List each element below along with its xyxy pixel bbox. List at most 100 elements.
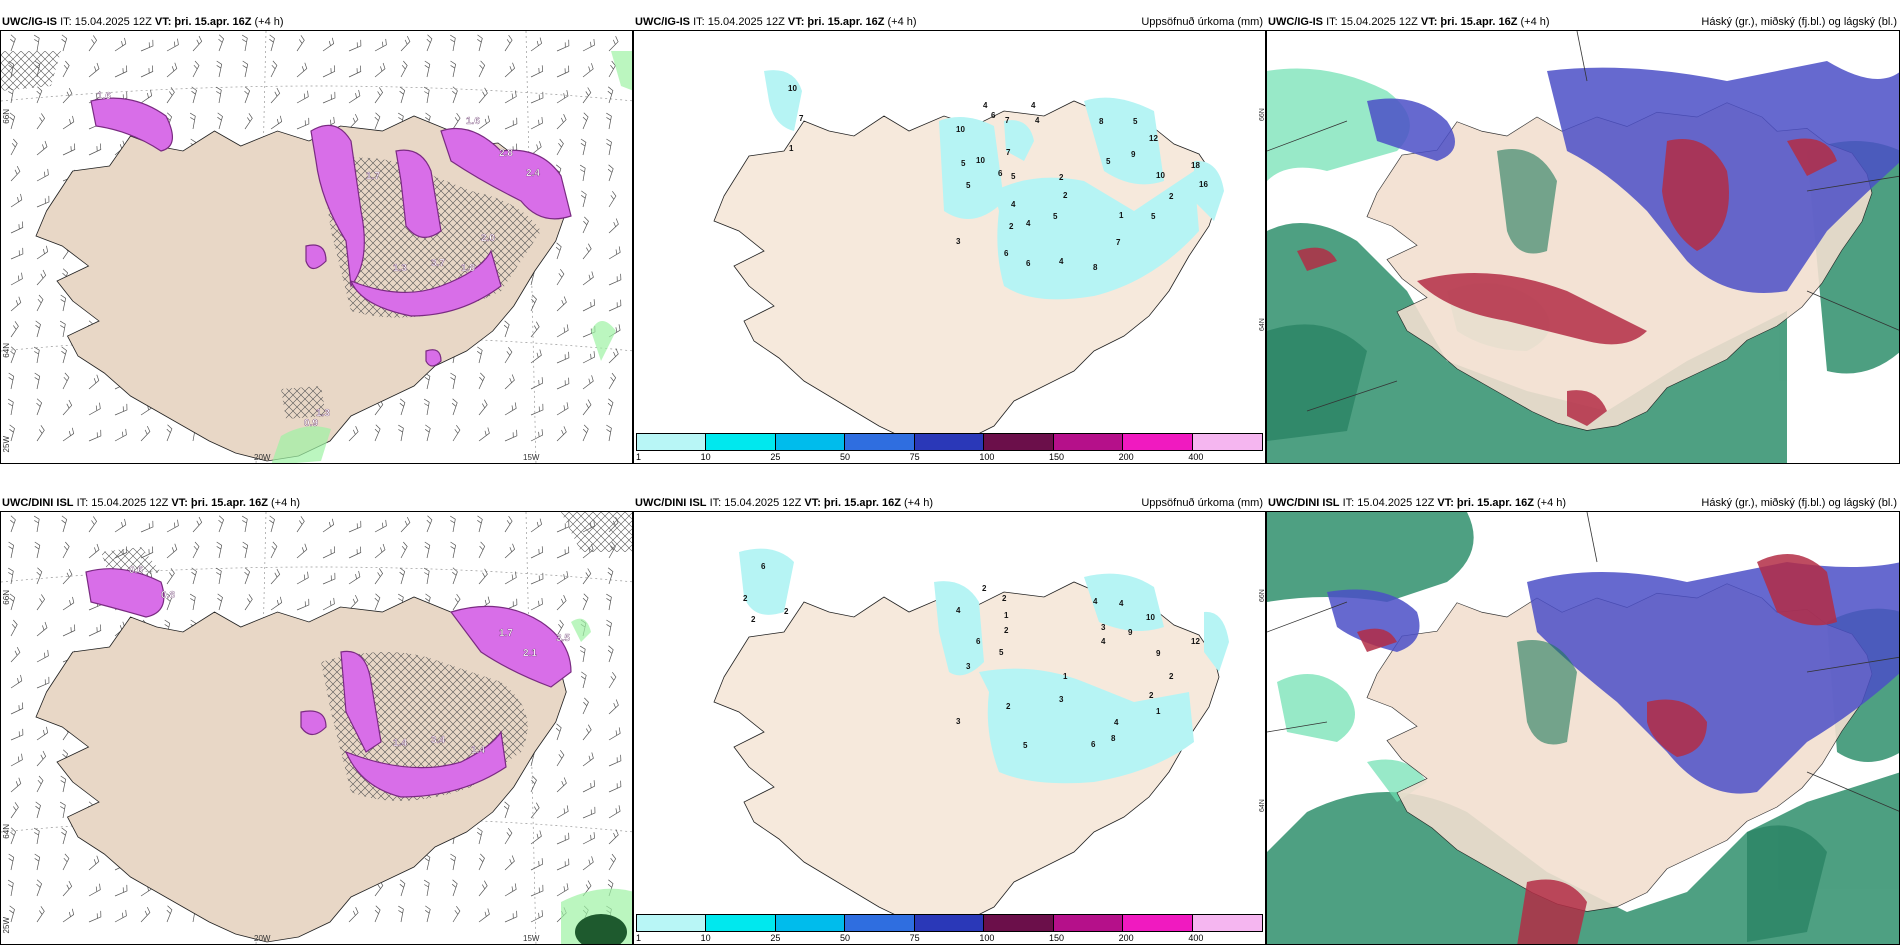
wind-barb	[530, 546, 544, 559]
wind-barb	[582, 856, 594, 871]
map-value-label: 8	[1093, 263, 1098, 272]
wind-barb	[530, 802, 540, 819]
wind-barb	[88, 143, 102, 156]
lon-label-20: 20W	[254, 934, 271, 943]
init-time: IT: 15.04.2025 12Z	[709, 497, 802, 509]
map-value-label: 2	[751, 615, 756, 624]
wind-barb	[114, 518, 127, 533]
map-value-label: 16	[1199, 180, 1208, 189]
map-value-label: 5	[966, 181, 971, 190]
map-value-label: 4	[956, 606, 961, 615]
wind-barb	[10, 753, 23, 767]
wind-barb	[504, 34, 513, 52]
wind-barb	[556, 571, 569, 585]
wind-barb	[450, 515, 456, 533]
wind-barb	[478, 853, 485, 871]
wind-barb	[244, 86, 251, 104]
map-value-label: 6	[761, 562, 766, 571]
map-value-label: 9	[1156, 649, 1161, 658]
map-value-label: 2.4	[526, 168, 540, 179]
colorbar-segment	[1123, 915, 1193, 931]
map-value-label: 8	[1111, 734, 1116, 743]
colorbar-segment	[637, 915, 707, 931]
map-value-label: 4	[1101, 637, 1106, 646]
wind-barb	[556, 268, 565, 286]
wind-barb	[504, 855, 515, 871]
precip-panel-dini: UWC/DINI ISL IT: 15.04.2025 12Z VT: þri.…	[633, 493, 1266, 945]
wind-barb	[504, 62, 516, 78]
wind-barb	[8, 567, 14, 585]
colorbar-ticks: 1 10 25 50 75 100 150 200 400	[636, 933, 1263, 943]
wind-barb	[8, 853, 15, 871]
wind-barb	[530, 141, 542, 156]
map-value-label: 5	[1011, 172, 1016, 181]
map-value-label: 4	[1059, 257, 1064, 266]
lead-time: (+4 h)	[1520, 16, 1550, 28]
wind-barb	[59, 320, 66, 338]
wind-barb	[61, 515, 68, 533]
wind-barb	[36, 567, 43, 585]
wind-barb	[88, 910, 102, 923]
map-value-label: 1.8	[461, 263, 475, 274]
wind-barb	[62, 372, 70, 390]
map-value-label: 3	[1059, 695, 1064, 704]
map-value-label: 1	[1063, 672, 1068, 681]
panel-title: Háský (gr.), miðský (fj.bl.) og lágský (…	[1701, 16, 1897, 28]
map-value-label: 2	[1009, 222, 1014, 231]
map-value-label: 7	[799, 114, 804, 123]
colorbar-tick-label: 100	[979, 452, 995, 462]
wind-barb	[36, 140, 48, 156]
wind-barb	[36, 245, 49, 260]
wind-panel-igis: UWC/IG-IS IT: 15.04.2025 12Z VT: þri. 15…	[0, 12, 633, 464]
cloud-mid-red	[1297, 138, 1837, 426]
wind-barb	[579, 645, 586, 663]
wind-barb	[88, 35, 98, 52]
map-value-label: 4	[1011, 200, 1016, 209]
panel-header: UWC/IG-IS IT: 15.04.2025 12Z VT: þri. 15…	[633, 14, 1266, 30]
map-value-label: 10	[788, 84, 797, 93]
wind-barb	[36, 269, 47, 286]
wind-barb	[504, 90, 517, 104]
wind-barb	[7, 398, 14, 416]
wind-barb	[582, 593, 589, 611]
precip-colorbar	[636, 914, 1263, 932]
wind-barb	[556, 324, 569, 338]
wind-barb	[348, 570, 361, 585]
wind-barb	[166, 593, 173, 611]
wind-barb	[88, 402, 101, 416]
map-value-label: 1.4	[393, 738, 407, 749]
wind-barb	[607, 398, 614, 416]
wind-barb	[36, 750, 47, 767]
wind-barb	[606, 112, 612, 130]
wind-barb	[607, 164, 614, 182]
wind-barb	[580, 190, 587, 208]
wind-barb	[607, 86, 614, 104]
colorbar-tick-label: 75	[909, 452, 920, 462]
map-value-label: 2	[1169, 672, 1174, 681]
wind-barb	[530, 597, 543, 611]
wind-barb	[36, 594, 46, 611]
map-value-label: 4	[1031, 101, 1036, 110]
colorbar-tick-label: 75	[909, 933, 920, 943]
init-time: IT: 15.04.2025 12Z	[693, 16, 785, 28]
wind-barb	[36, 113, 46, 130]
map-value-label: 7	[1006, 148, 1011, 157]
colorbar-tick-label: 200	[1118, 452, 1134, 462]
wind-map: 3.7 1.81.32.02.42.81.61.71.60.91.3	[1, 31, 632, 463]
map-value-label: 0.8	[161, 590, 175, 601]
wind-barb	[374, 593, 381, 611]
wind-barb	[530, 858, 543, 871]
model-name: UWC/IG-IS	[1268, 16, 1323, 28]
lon-label-15: 15W	[523, 453, 540, 462]
wind-barb	[530, 403, 544, 416]
wind-barb	[10, 515, 16, 533]
lon-label-20: 20W	[254, 453, 271, 462]
colorbar-tick-label: 10	[700, 452, 711, 462]
wind-barb	[140, 65, 154, 78]
map-value-label: 6	[1091, 740, 1096, 749]
wind-barb	[296, 35, 305, 52]
wind-barb	[399, 567, 406, 585]
wind-barb	[166, 38, 179, 52]
wind-barb	[10, 702, 24, 715]
map-value-label: 2	[1059, 173, 1064, 182]
